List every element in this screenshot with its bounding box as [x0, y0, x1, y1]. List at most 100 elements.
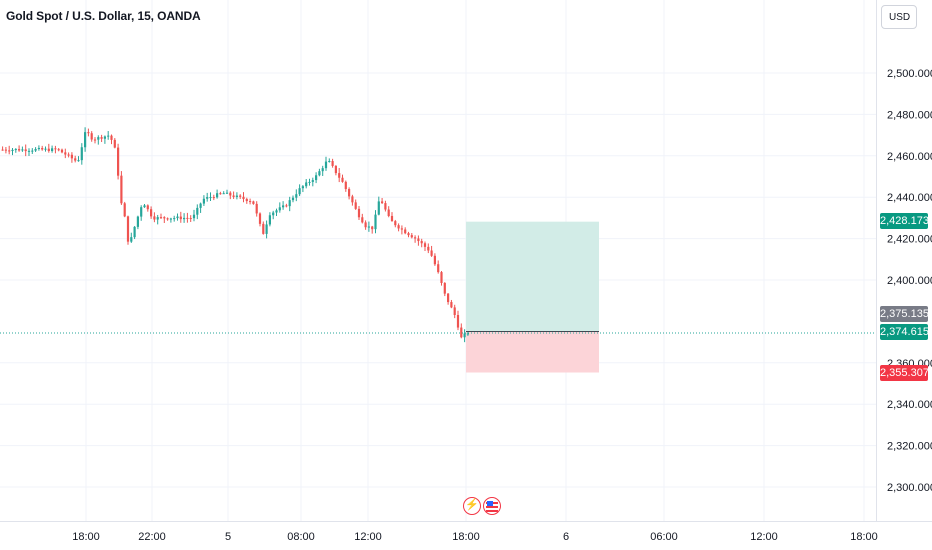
candle-body: [397, 225, 400, 229]
candle-body: [97, 137, 100, 140]
candle-body: [315, 175, 318, 181]
candle-body: [8, 150, 11, 152]
candle-body: [255, 203, 258, 214]
candle-body: [120, 175, 123, 204]
candle-body: [202, 198, 205, 204]
candle-body: [51, 148, 54, 151]
candle-body: [288, 200, 291, 207]
candle-body: [338, 173, 341, 178]
candle-body: [100, 137, 103, 139]
candle-body: [239, 195, 242, 197]
candle-body: [219, 193, 222, 195]
candle-body: [107, 135, 110, 137]
take-profit-zone[interactable]: [466, 221, 599, 332]
candle-body: [232, 195, 235, 197]
y-tick-label: 2,440.000: [887, 192, 932, 204]
candle-body: [404, 229, 407, 234]
candle-body: [265, 224, 268, 234]
candle-body: [87, 132, 90, 134]
time-axis-border: [0, 521, 932, 522]
candle-body: [272, 212, 275, 216]
us-flag-event-icon[interactable]: [483, 497, 501, 515]
x-tick-label: 5: [225, 531, 231, 543]
candle-body: [245, 199, 248, 202]
candle-body: [136, 216, 139, 227]
candle-body: [93, 139, 97, 141]
candle-body: [430, 250, 433, 256]
flash-event-icon[interactable]: ⚡: [463, 497, 481, 515]
candle-body: [351, 196, 354, 203]
candle-body: [60, 149, 64, 153]
candle-body: [103, 136, 106, 139]
candle-body: [417, 238, 420, 242]
x-tick-label: 06:00: [650, 531, 678, 543]
candle-body: [344, 181, 347, 190]
candle-body: [186, 217, 189, 219]
candle-body: [34, 149, 37, 151]
candle-body: [41, 147, 44, 150]
candle-body: [110, 135, 113, 140]
y-tick-label: 2,400.000: [887, 275, 932, 287]
candle-body: [163, 217, 166, 219]
candle-body: [64, 152, 67, 155]
candle-body: [176, 216, 179, 219]
candle-body: [216, 193, 219, 198]
candle-body: [146, 205, 149, 210]
candle-body: [166, 218, 169, 220]
stop-loss-price-tag: 2,355.307: [880, 365, 929, 381]
candle-body: [367, 226, 370, 228]
candle-body: [74, 158, 77, 161]
candle-body: [321, 168, 324, 172]
candle-body: [11, 149, 14, 151]
candle-body: [460, 327, 463, 338]
candle-body: [229, 192, 232, 196]
candle-body: [318, 171, 321, 176]
candle-body: [27, 150, 31, 152]
candle-body: [126, 216, 130, 242]
candle-body: [225, 192, 229, 194]
candle-body: [14, 149, 17, 151]
candle-body: [150, 209, 153, 217]
currency-button[interactable]: USD: [881, 5, 917, 29]
candle-body: [80, 147, 83, 161]
candle-body: [334, 165, 337, 174]
candle-body: [156, 217, 159, 220]
candle-body: [84, 132, 87, 148]
candle-body: [57, 149, 60, 151]
candle-body: [301, 186, 304, 189]
candle-body: [387, 209, 390, 216]
candle-body: [410, 235, 413, 238]
candle-body: [384, 203, 387, 210]
candle-body: [456, 314, 460, 328]
candle-body: [437, 264, 440, 273]
x-tick-label: 12:00: [750, 531, 778, 543]
candle-body: [47, 148, 50, 151]
candle-body: [44, 148, 47, 150]
candle-body: [285, 205, 288, 207]
candle-body: [341, 177, 344, 182]
candle-body: [173, 218, 176, 220]
candle-body: [377, 201, 380, 215]
symbol-title: Gold Spot / U.S. Dollar, 15, OANDA: [6, 9, 201, 23]
candle-body: [433, 255, 436, 265]
y-tick-label: 2,500.000: [887, 68, 932, 80]
candle-body: [235, 195, 238, 197]
x-tick-label: 6: [563, 531, 569, 543]
candle-body: [130, 237, 133, 242]
candle-body: [394, 221, 397, 226]
candle-body: [371, 226, 374, 230]
stop-loss-zone[interactable]: [466, 331, 599, 373]
candle-body: [262, 223, 265, 234]
candle-body: [443, 283, 446, 294]
candle-body: [268, 215, 271, 225]
candle-body: [463, 333, 466, 338]
candle-body: [420, 241, 423, 244]
candle-body: [354, 202, 357, 209]
candle-body: [466, 333, 469, 335]
candle-body: [199, 203, 202, 208]
x-tick-label: 18:00: [850, 531, 878, 543]
candle-body: [331, 161, 334, 166]
candle-body: [328, 161, 331, 163]
candle-body: [183, 217, 186, 220]
